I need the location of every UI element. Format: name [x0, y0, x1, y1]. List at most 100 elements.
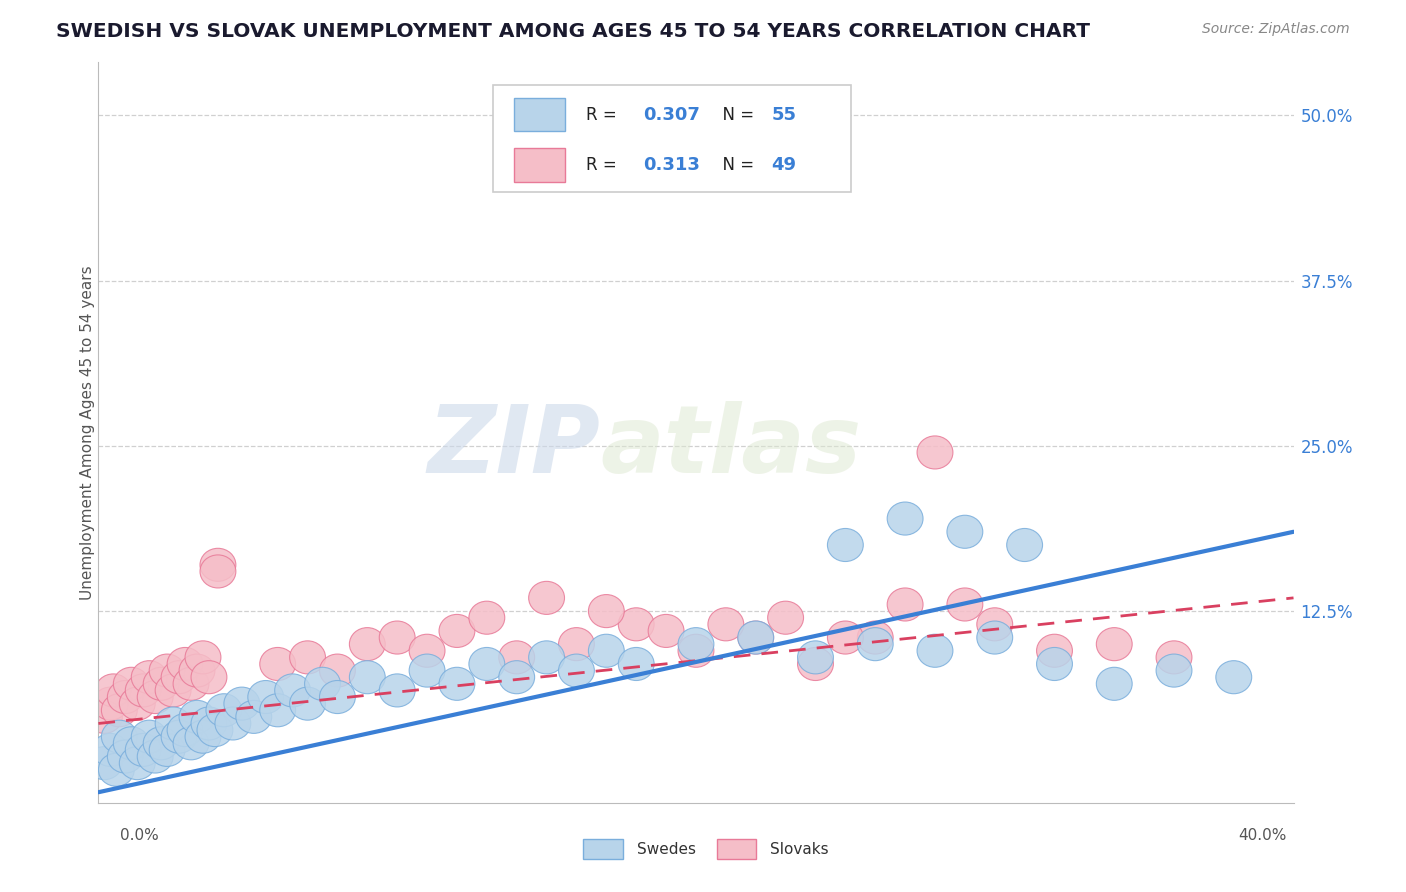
Ellipse shape [173, 727, 209, 760]
Ellipse shape [678, 634, 714, 667]
Ellipse shape [155, 673, 191, 707]
Ellipse shape [207, 694, 242, 727]
Text: 49: 49 [772, 156, 796, 174]
Ellipse shape [319, 681, 356, 714]
Ellipse shape [87, 747, 122, 780]
Text: 0.307: 0.307 [644, 105, 700, 124]
Ellipse shape [167, 648, 202, 681]
Ellipse shape [1156, 654, 1192, 687]
Ellipse shape [305, 667, 340, 700]
Ellipse shape [558, 654, 595, 687]
Ellipse shape [529, 582, 565, 615]
Ellipse shape [98, 753, 135, 786]
Text: 55: 55 [772, 105, 796, 124]
Ellipse shape [409, 634, 446, 667]
Text: Slovaks: Slovaks [770, 842, 830, 856]
Ellipse shape [1156, 640, 1192, 673]
Ellipse shape [380, 621, 415, 654]
Ellipse shape [131, 661, 167, 694]
Ellipse shape [191, 707, 226, 740]
Text: 0.0%: 0.0% [120, 828, 159, 843]
Ellipse shape [768, 601, 804, 634]
Ellipse shape [290, 687, 326, 720]
Ellipse shape [107, 740, 143, 773]
Ellipse shape [827, 528, 863, 562]
Ellipse shape [197, 714, 233, 747]
Ellipse shape [619, 648, 654, 681]
Ellipse shape [319, 654, 356, 687]
Ellipse shape [409, 654, 446, 687]
Ellipse shape [87, 700, 122, 733]
Ellipse shape [499, 661, 534, 694]
Ellipse shape [350, 661, 385, 694]
Ellipse shape [215, 707, 250, 740]
Ellipse shape [162, 720, 197, 753]
Ellipse shape [470, 648, 505, 681]
Ellipse shape [887, 502, 924, 535]
Text: ZIP: ZIP [427, 401, 600, 493]
Ellipse shape [125, 673, 162, 707]
Ellipse shape [101, 694, 138, 727]
Ellipse shape [977, 621, 1012, 654]
Ellipse shape [948, 588, 983, 621]
Ellipse shape [558, 628, 595, 661]
Text: Source: ZipAtlas.com: Source: ZipAtlas.com [1202, 22, 1350, 37]
Text: R =: R = [586, 105, 621, 124]
Ellipse shape [114, 727, 149, 760]
Ellipse shape [143, 727, 179, 760]
Text: 0.313: 0.313 [644, 156, 700, 174]
Ellipse shape [260, 648, 295, 681]
Ellipse shape [96, 673, 131, 707]
Ellipse shape [439, 615, 475, 648]
Ellipse shape [120, 687, 155, 720]
Ellipse shape [887, 588, 924, 621]
Ellipse shape [797, 640, 834, 673]
Ellipse shape [709, 607, 744, 640]
Ellipse shape [114, 667, 149, 700]
Ellipse shape [101, 720, 138, 753]
Ellipse shape [499, 640, 534, 673]
Ellipse shape [155, 707, 191, 740]
Ellipse shape [589, 634, 624, 667]
Ellipse shape [664, 99, 699, 132]
Ellipse shape [167, 714, 202, 747]
Ellipse shape [236, 700, 271, 733]
Ellipse shape [125, 733, 162, 766]
Ellipse shape [858, 628, 893, 661]
Ellipse shape [797, 648, 834, 681]
Text: R =: R = [586, 156, 627, 174]
Ellipse shape [149, 733, 186, 766]
Ellipse shape [143, 667, 179, 700]
Ellipse shape [470, 601, 505, 634]
Ellipse shape [1036, 634, 1073, 667]
Ellipse shape [380, 673, 415, 707]
Text: N =: N = [711, 105, 759, 124]
Ellipse shape [948, 516, 983, 549]
Ellipse shape [186, 720, 221, 753]
Ellipse shape [1036, 648, 1073, 681]
Ellipse shape [648, 615, 685, 648]
Ellipse shape [186, 640, 221, 673]
Text: atlas: atlas [600, 401, 862, 493]
Ellipse shape [1216, 661, 1251, 694]
Ellipse shape [290, 640, 326, 673]
Ellipse shape [977, 607, 1012, 640]
Ellipse shape [738, 621, 773, 654]
Text: 40.0%: 40.0% [1239, 828, 1286, 843]
Ellipse shape [589, 595, 624, 628]
Text: N =: N = [711, 156, 759, 174]
Ellipse shape [107, 681, 143, 714]
Bar [515, 98, 565, 131]
FancyBboxPatch shape [494, 85, 852, 192]
Ellipse shape [179, 654, 215, 687]
Ellipse shape [260, 694, 295, 727]
Y-axis label: Unemployment Among Ages 45 to 54 years: Unemployment Among Ages 45 to 54 years [80, 265, 94, 600]
Ellipse shape [93, 733, 128, 766]
Ellipse shape [179, 700, 215, 733]
Text: Swedes: Swedes [637, 842, 696, 856]
Ellipse shape [529, 640, 565, 673]
Ellipse shape [247, 681, 284, 714]
Ellipse shape [200, 549, 236, 582]
Ellipse shape [827, 621, 863, 654]
Ellipse shape [224, 687, 260, 720]
